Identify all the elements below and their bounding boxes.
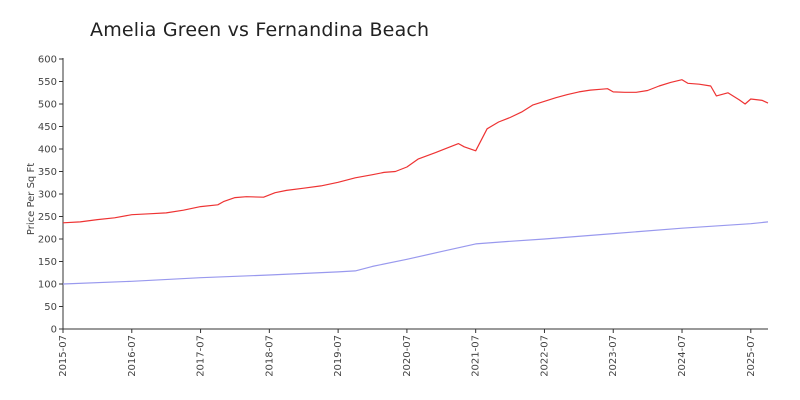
y-tick-label: 150: [38, 257, 57, 268]
x-tick-label: 2023-07: [608, 335, 619, 377]
x-tick-label: 2019-07: [333, 335, 344, 377]
y-tick-label: 550: [38, 77, 57, 88]
series-line-2: [62, 221, 769, 285]
x-tick-label: 2022-07: [539, 335, 550, 377]
y-tick-label: 50: [44, 302, 57, 313]
x-axis-ticks: 2015-07 2016-07 2017-07 2018-07 2019-07 2020-…: [58, 329, 757, 377]
series-layer: [62, 79, 769, 285]
y-tick-label: 500: [38, 100, 57, 111]
y-axis-label: Price Per Sq Ft: [26, 163, 37, 235]
y-tick-label: 250: [38, 212, 57, 223]
series-line-1: [62, 79, 769, 224]
chart-title: Amelia Green vs Fernandina Beach: [90, 19, 430, 41]
x-tick-label: 2017-07: [196, 335, 207, 377]
x-tick-label: 2015-07: [58, 335, 69, 377]
y-tick-label: 200: [38, 235, 57, 246]
y-tick-label: 400: [38, 145, 57, 156]
x-tick-label: 2021-07: [471, 335, 482, 377]
y-tick-label: 100: [38, 280, 57, 291]
x-tick-label: 2016-07: [127, 335, 138, 377]
y-tick-label: 600: [38, 55, 57, 66]
y-tick-label: 450: [38, 122, 57, 133]
x-tick-label: 2018-07: [264, 335, 275, 377]
y-tick-label: 350: [38, 167, 57, 178]
axes: [62, 58, 768, 330]
x-tick-label: 2025-07: [746, 335, 757, 377]
y-axis-ticks: 0 50 100 150 200 250 300 350 400 450 500 550 600: [38, 55, 63, 336]
y-tick-label: 0: [51, 325, 57, 336]
y-tick-label: 300: [38, 190, 57, 201]
x-tick-label: 2020-07: [402, 335, 413, 377]
x-tick-label: 2024-07: [677, 335, 688, 377]
